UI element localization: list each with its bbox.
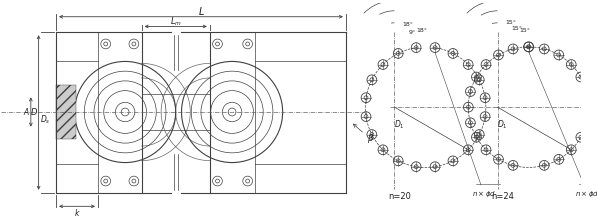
Text: 18°: 18° <box>402 22 414 27</box>
Text: 18°: 18° <box>416 28 427 33</box>
Text: $D_1$: $D_1$ <box>497 118 507 131</box>
Text: k: k <box>75 209 79 218</box>
Text: $L_m$: $L_m$ <box>170 15 181 28</box>
Text: n=20: n=20 <box>388 192 411 201</box>
Text: 15°: 15° <box>519 28 530 33</box>
Text: n=24: n=24 <box>491 192 514 201</box>
Text: $D_1$: $D_1$ <box>394 118 405 131</box>
Text: $D_s$: $D_s$ <box>40 114 51 126</box>
Text: L: L <box>198 7 204 17</box>
Bar <box>56 85 76 139</box>
Text: D: D <box>30 108 37 116</box>
Text: 15°: 15° <box>512 26 522 31</box>
Text: $n\times\phi d$: $n\times\phi d$ <box>575 189 597 199</box>
Text: 15°: 15° <box>506 20 516 25</box>
Text: A: A <box>23 108 29 116</box>
Text: $n\times\phi d$: $n\times\phi d$ <box>472 189 496 199</box>
Text: β: β <box>353 124 373 143</box>
Text: 9°: 9° <box>408 30 416 35</box>
